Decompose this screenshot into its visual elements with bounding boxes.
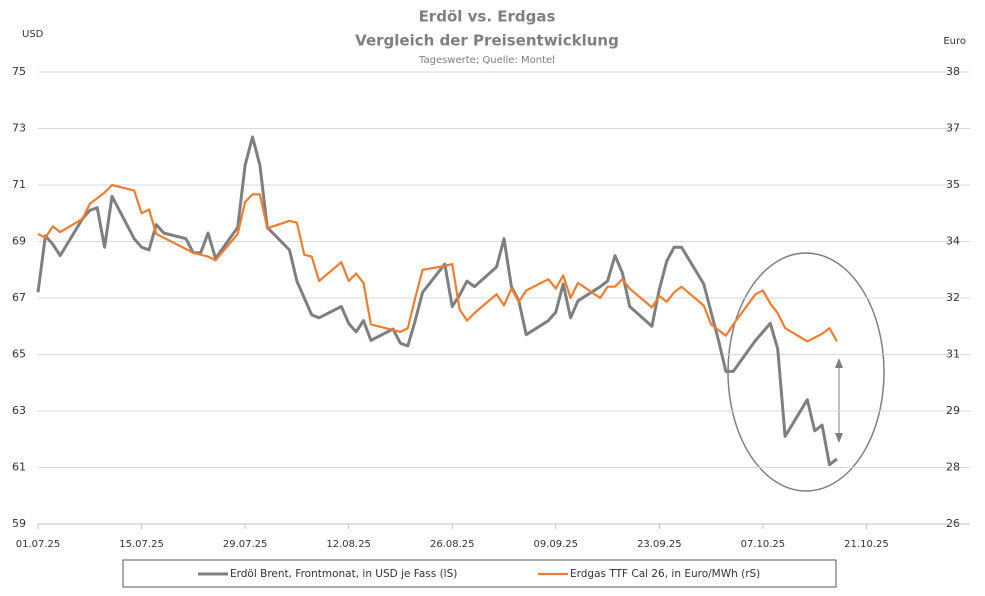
x-tick-label: 23.09.25 [637, 539, 682, 550]
y-tick-label: 69 [12, 235, 26, 248]
y-tick-label: 59 [12, 517, 26, 530]
x-tick-label: 07.10.25 [741, 539, 786, 550]
x-tick-label: 29.07.25 [223, 539, 268, 550]
series-line [37, 183, 838, 343]
y2-tick-label: 37 [946, 122, 960, 135]
y-tick-label: 71 [12, 178, 26, 191]
y-tick-label: 63 [12, 404, 26, 417]
y-tick-label: 65 [12, 348, 26, 361]
y2-tick-label: 34 [946, 235, 960, 248]
source-note: Tageswerte; Quelle: Montel [418, 55, 555, 66]
series-line [36, 135, 838, 467]
legend-label: Erdöl Brent, Frontmonat, in USD je Fass … [230, 568, 457, 580]
y2-tick-label: 31 [946, 348, 960, 361]
y2-tick-label: 35 [946, 178, 960, 191]
x-tick-label: 15.07.25 [119, 539, 164, 550]
y-tick-label: 75 [12, 65, 26, 78]
highlight-ellipse [727, 252, 885, 492]
y-tick-label: 61 [12, 461, 26, 474]
y2-axis-label: Euro [943, 36, 966, 47]
y2-tick-label: 28 [946, 461, 960, 474]
y2-tick-label: 38 [946, 65, 960, 78]
y2-tick-label: 29 [946, 404, 960, 417]
legend-box [122, 559, 837, 588]
x-tick-label: 12.08.25 [326, 539, 371, 550]
gap-arrow-heads [835, 358, 843, 443]
y2-tick-label: 32 [946, 291, 960, 304]
x-tick-label: 09.09.25 [534, 539, 579, 550]
x-tick-label: 01.07.25 [16, 539, 61, 550]
y-axis-label: USD [22, 29, 44, 40]
chart-title: Erdöl vs. Erdgas [419, 8, 556, 26]
x-tick-label: 21.10.25 [844, 539, 889, 550]
chart-subtitle: Vergleich der Preisentwicklung [355, 32, 619, 50]
y-tick-label: 67 [12, 291, 26, 304]
y-tick-label: 73 [12, 122, 26, 135]
legend-label: Erdgas TTF Cal 26, in Euro/MWh (rS) [570, 568, 760, 580]
x-tick-label: 26.08.25 [430, 539, 475, 550]
